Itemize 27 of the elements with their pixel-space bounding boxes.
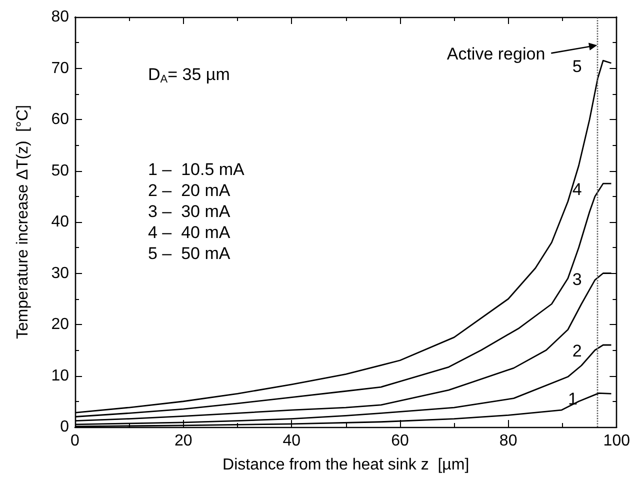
legend-label: 2 xyxy=(572,342,582,360)
x-tick-label: 60 xyxy=(391,432,409,450)
legend-label: 4 xyxy=(572,180,582,200)
legend-label: 3 xyxy=(572,270,582,289)
annotation: 1 – 10.5 mA xyxy=(148,160,246,179)
y-tick-label: 70 xyxy=(51,60,70,77)
x-tick-label: 40 xyxy=(282,432,301,450)
x-tick-label: 80 xyxy=(499,432,518,450)
annotation: 3 – 30 mA xyxy=(148,202,231,221)
annotation: Active region xyxy=(446,44,546,64)
annotation: 2 – 20 mA xyxy=(148,181,231,200)
y-tick-label: 20 xyxy=(51,316,70,333)
y-tick-label: 60 xyxy=(51,111,70,128)
x-axis-title: Distance from the heat sink z [µm] xyxy=(222,456,470,474)
y-tick-label: 10 xyxy=(51,367,70,384)
x-tick-label: 0 xyxy=(70,432,80,450)
y-tick-label: 80 xyxy=(51,8,70,26)
y-tick-label: 30 xyxy=(51,264,70,282)
annotation: 5 – 50 mA xyxy=(148,244,231,263)
x-tick-label: 20 xyxy=(174,432,192,450)
legend-label: 5 xyxy=(572,57,582,76)
y-tick-label: 40 xyxy=(51,214,70,230)
y-axis-title: Temperature increase ΔT(z) [°C] xyxy=(14,104,32,340)
y-tick-label: 50 xyxy=(51,162,70,180)
annotation: 4 – 40 mA xyxy=(148,223,231,242)
y-tick-label: 0 xyxy=(60,418,70,436)
x-tick-label: 100 xyxy=(603,432,630,450)
